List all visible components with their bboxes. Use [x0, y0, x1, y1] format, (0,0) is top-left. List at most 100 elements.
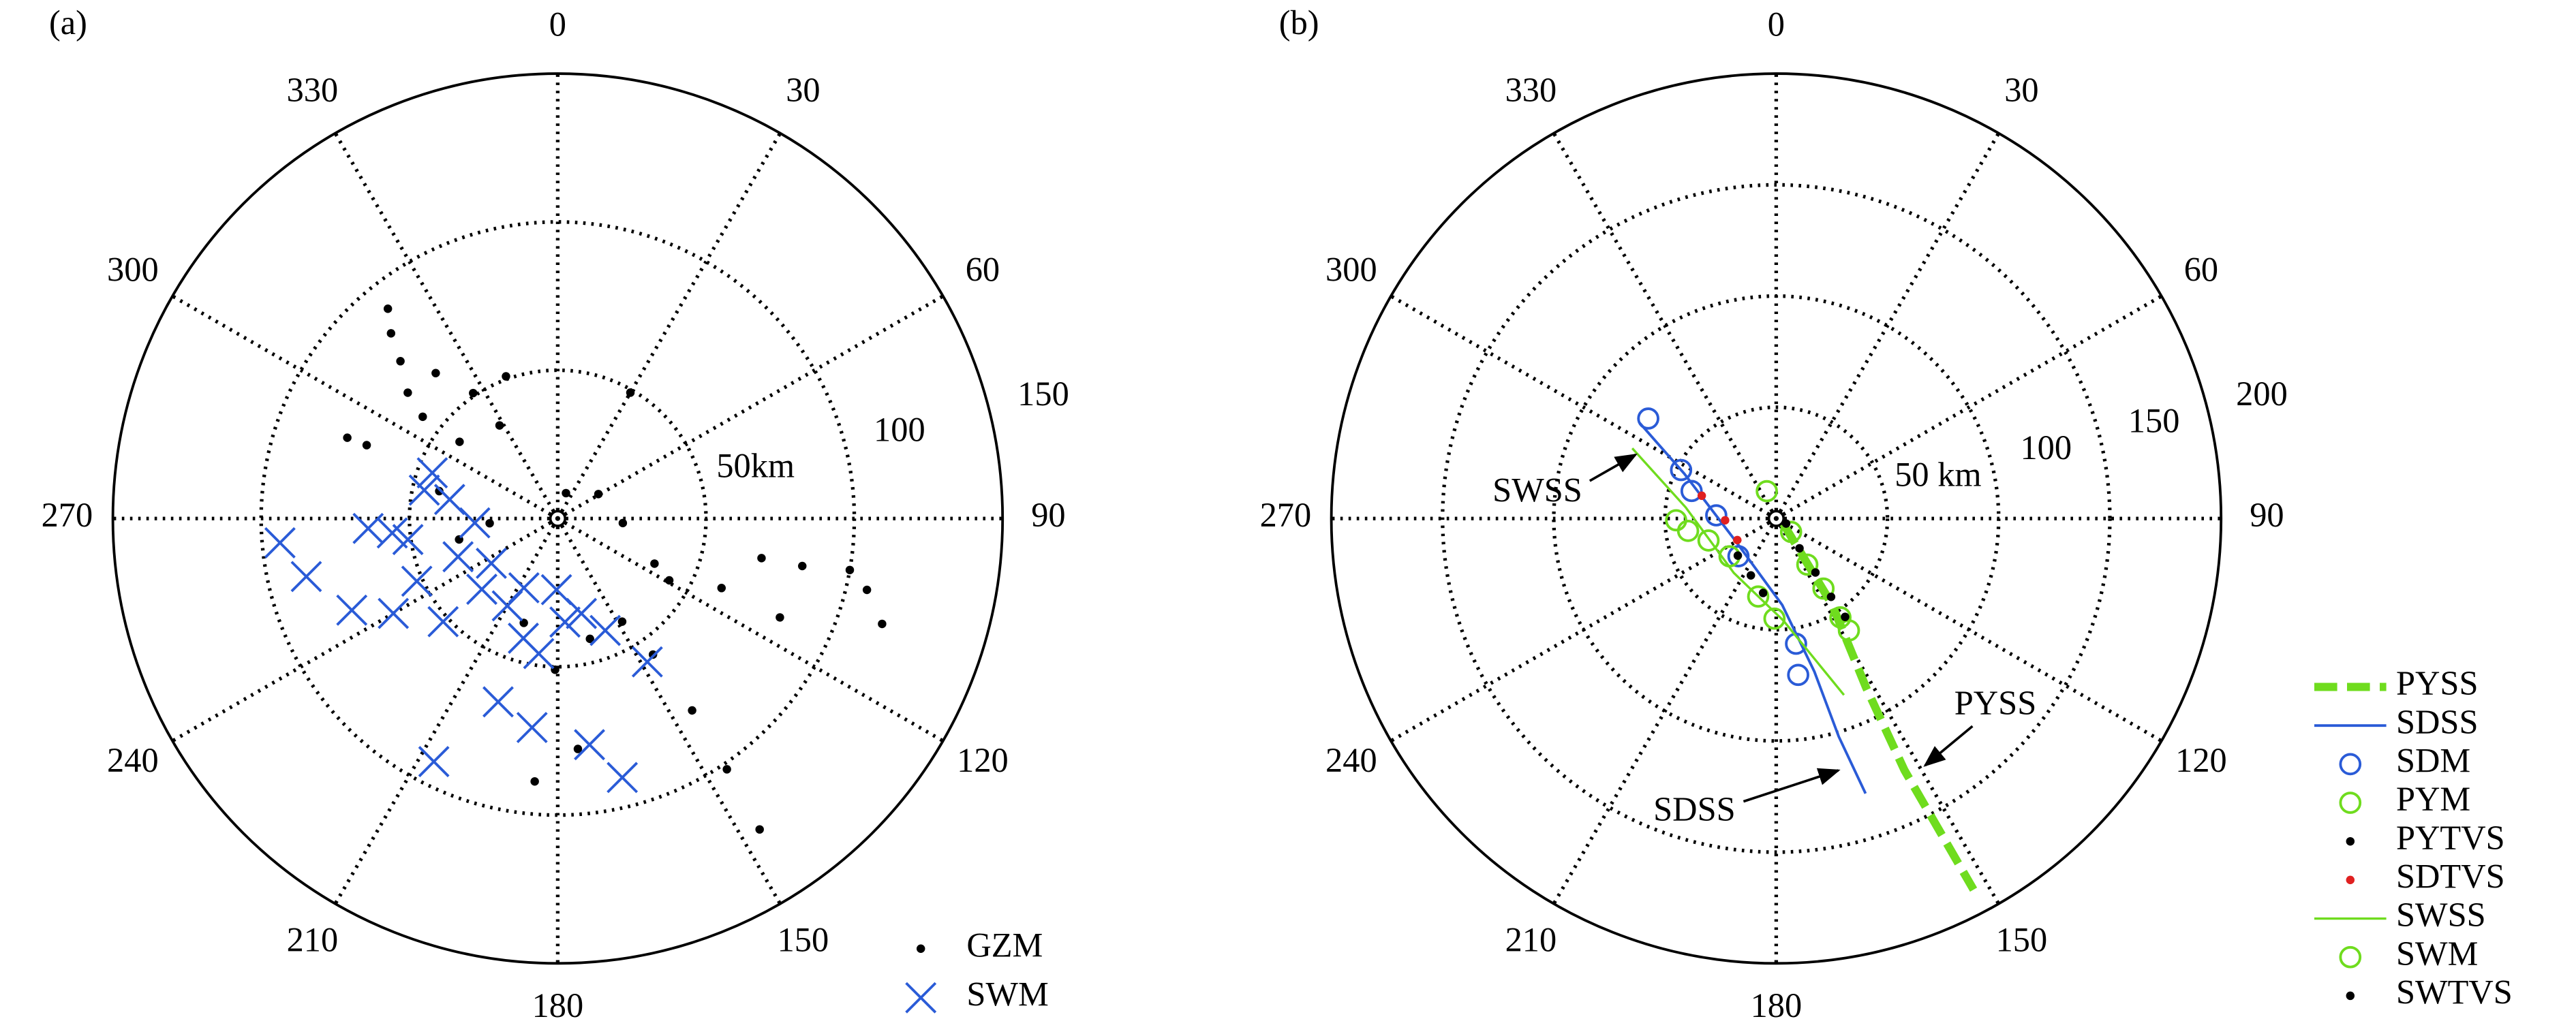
- theta-tick-label: 60: [966, 251, 1000, 289]
- theta-tick-label: 300: [107, 251, 159, 289]
- legend-label: SDM: [2396, 741, 2470, 779]
- grid-spoke: [1390, 294, 1777, 520]
- point: [757, 554, 766, 563]
- point: [1637, 407, 1659, 430]
- point: [573, 744, 583, 753]
- point: [459, 507, 491, 539]
- point: [574, 729, 605, 761]
- point: [418, 746, 450, 778]
- point: [717, 584, 726, 593]
- grid-spoke: [557, 516, 945, 743]
- theta-tick-label: 120: [2175, 741, 2227, 779]
- theta-tick-label: 330: [287, 71, 339, 109]
- point: [476, 547, 507, 579]
- point: [416, 457, 448, 489]
- annotation: SDSS: [1653, 790, 1735, 828]
- legend-swatch: [905, 982, 937, 1014]
- legend-label: SDTVS: [2396, 857, 2505, 895]
- point: [1841, 612, 1850, 621]
- point: [502, 372, 510, 381]
- grid-spoke: [1552, 132, 1778, 520]
- point: [1811, 568, 1820, 577]
- point: [1670, 458, 1693, 482]
- point: [1733, 551, 1743, 560]
- r-tick-label: 50 km: [1895, 456, 1981, 494]
- r-tick-label: 200: [2236, 375, 2288, 413]
- point: [401, 565, 433, 597]
- polar-panel: (a) 50km 100 150 0 30 60 90 120 150 180 210 240 270 30…: [42, 3, 1069, 1019]
- legend-swatch: [916, 944, 925, 953]
- point: [1676, 520, 1700, 542]
- grid-spoke: [333, 517, 559, 905]
- point: [1781, 519, 1791, 528]
- theta-tick-label: 180: [532, 986, 584, 1019]
- grid-spoke: [171, 294, 559, 520]
- point: [617, 617, 627, 626]
- theta-tick-label: 60: [2184, 251, 2218, 289]
- point: [427, 606, 459, 638]
- point: [386, 329, 396, 338]
- r-tick-label: 100: [874, 411, 925, 449]
- point: [1779, 520, 1803, 544]
- point: [1680, 480, 1703, 503]
- point: [1785, 632, 1807, 655]
- point: [376, 517, 408, 549]
- legend-label: PYSS: [2396, 664, 2478, 702]
- annotation: SWSS: [1492, 471, 1582, 510]
- point: [343, 433, 352, 442]
- r-tick-label: 150: [2128, 402, 2180, 440]
- series-line: [1631, 447, 1845, 696]
- point: [495, 421, 504, 430]
- point: [403, 388, 412, 397]
- legend-label: GZM: [966, 926, 1043, 964]
- point: [878, 619, 887, 629]
- point: [418, 412, 427, 422]
- point: [589, 614, 622, 646]
- theta-tick-label: 120: [957, 741, 1009, 779]
- legend-swatch: [2339, 945, 2362, 969]
- point: [862, 585, 872, 595]
- theta-tick-label: 270: [42, 496, 93, 534]
- theta-tick-label: 0: [1768, 5, 1785, 43]
- point: [1763, 607, 1786, 630]
- legend-label: PYTVS: [2396, 819, 2505, 857]
- point: [650, 559, 659, 568]
- grid-spoke: [556, 132, 782, 520]
- theta-tick-label: 30: [786, 71, 820, 109]
- grid-ring: [1663, 405, 1890, 632]
- grid-spoke: [333, 132, 559, 520]
- polar-panel: (b) 50 km 100 150 200 0 30 60 90 120 150 180 210 240 2…: [1260, 3, 2513, 1019]
- point: [383, 304, 393, 313]
- point: [396, 357, 405, 366]
- legend-label: SWM: [2396, 935, 2478, 973]
- r-tick-label: 50km: [716, 446, 795, 484]
- series-line: [1779, 521, 1978, 892]
- grid-spoke: [556, 517, 782, 905]
- point: [435, 486, 444, 496]
- point: [264, 527, 296, 559]
- legend-swatch: [2339, 753, 2362, 776]
- point: [523, 638, 555, 670]
- point: [722, 765, 731, 774]
- r-tick-label: 150: [1017, 375, 1069, 413]
- point: [469, 388, 478, 398]
- panel-label: (b): [1279, 3, 1319, 42]
- legend: GZM SWM: [905, 926, 1049, 1014]
- point: [540, 574, 572, 606]
- grid-spoke: [1390, 516, 1777, 743]
- point: [562, 488, 570, 498]
- point: [1837, 619, 1860, 642]
- legend-label: SDSS: [2396, 703, 2478, 741]
- annotation-arrow: [1589, 453, 1638, 482]
- point: [392, 524, 424, 556]
- center-mark: [555, 516, 560, 521]
- point: [516, 712, 548, 744]
- point: [549, 606, 581, 638]
- theta-tick-label: 150: [778, 921, 829, 959]
- point: [336, 594, 368, 626]
- point: [431, 369, 440, 377]
- point: [585, 634, 594, 644]
- outer-circle: [1330, 72, 2223, 965]
- theta-tick-label: 150: [1996, 921, 2048, 959]
